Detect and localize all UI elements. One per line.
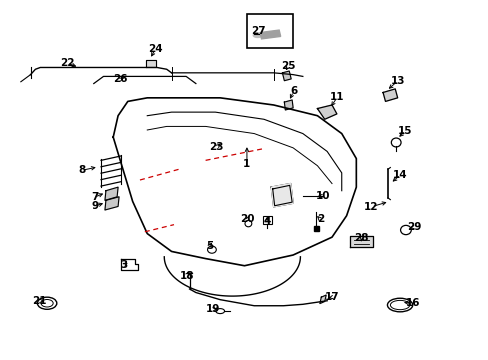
Text: 5: 5 <box>205 241 213 251</box>
Text: 24: 24 <box>148 44 163 54</box>
Text: 8: 8 <box>78 165 85 175</box>
Text: 7: 7 <box>91 192 98 202</box>
Text: 23: 23 <box>209 142 224 152</box>
Text: 11: 11 <box>329 92 344 102</box>
Text: 6: 6 <box>289 86 297 96</box>
Bar <box>313 226 318 231</box>
Text: 17: 17 <box>325 292 339 302</box>
Polygon shape <box>105 197 119 210</box>
Polygon shape <box>319 295 325 303</box>
Text: 13: 13 <box>390 76 405 86</box>
Text: 1: 1 <box>243 159 250 169</box>
Text: 21: 21 <box>33 296 47 306</box>
Text: 28: 28 <box>354 233 368 243</box>
Text: 14: 14 <box>392 170 407 180</box>
Bar <box>260 30 280 39</box>
Text: 26: 26 <box>113 74 127 84</box>
Text: 2: 2 <box>316 214 324 224</box>
Polygon shape <box>146 60 156 67</box>
Polygon shape <box>350 237 372 247</box>
Text: 18: 18 <box>179 271 194 281</box>
Text: 3: 3 <box>120 260 127 270</box>
Text: 12: 12 <box>364 202 378 212</box>
Bar <box>246 14 292 48</box>
Text: 9: 9 <box>91 201 98 211</box>
Polygon shape <box>282 71 290 81</box>
Text: 16: 16 <box>405 298 419 308</box>
Text: 19: 19 <box>206 304 220 314</box>
Text: 29: 29 <box>406 222 421 232</box>
Polygon shape <box>317 105 336 119</box>
Text: 22: 22 <box>60 58 74 68</box>
Polygon shape <box>105 187 118 201</box>
Text: 27: 27 <box>250 26 265 36</box>
Polygon shape <box>271 184 292 207</box>
Text: 25: 25 <box>281 62 295 71</box>
Text: 4: 4 <box>263 216 270 226</box>
Polygon shape <box>382 89 397 102</box>
Text: 15: 15 <box>397 126 412 136</box>
Text: 10: 10 <box>315 191 329 201</box>
Ellipse shape <box>253 33 262 37</box>
Polygon shape <box>284 100 292 110</box>
Text: 20: 20 <box>240 214 254 224</box>
Bar <box>263 216 271 224</box>
